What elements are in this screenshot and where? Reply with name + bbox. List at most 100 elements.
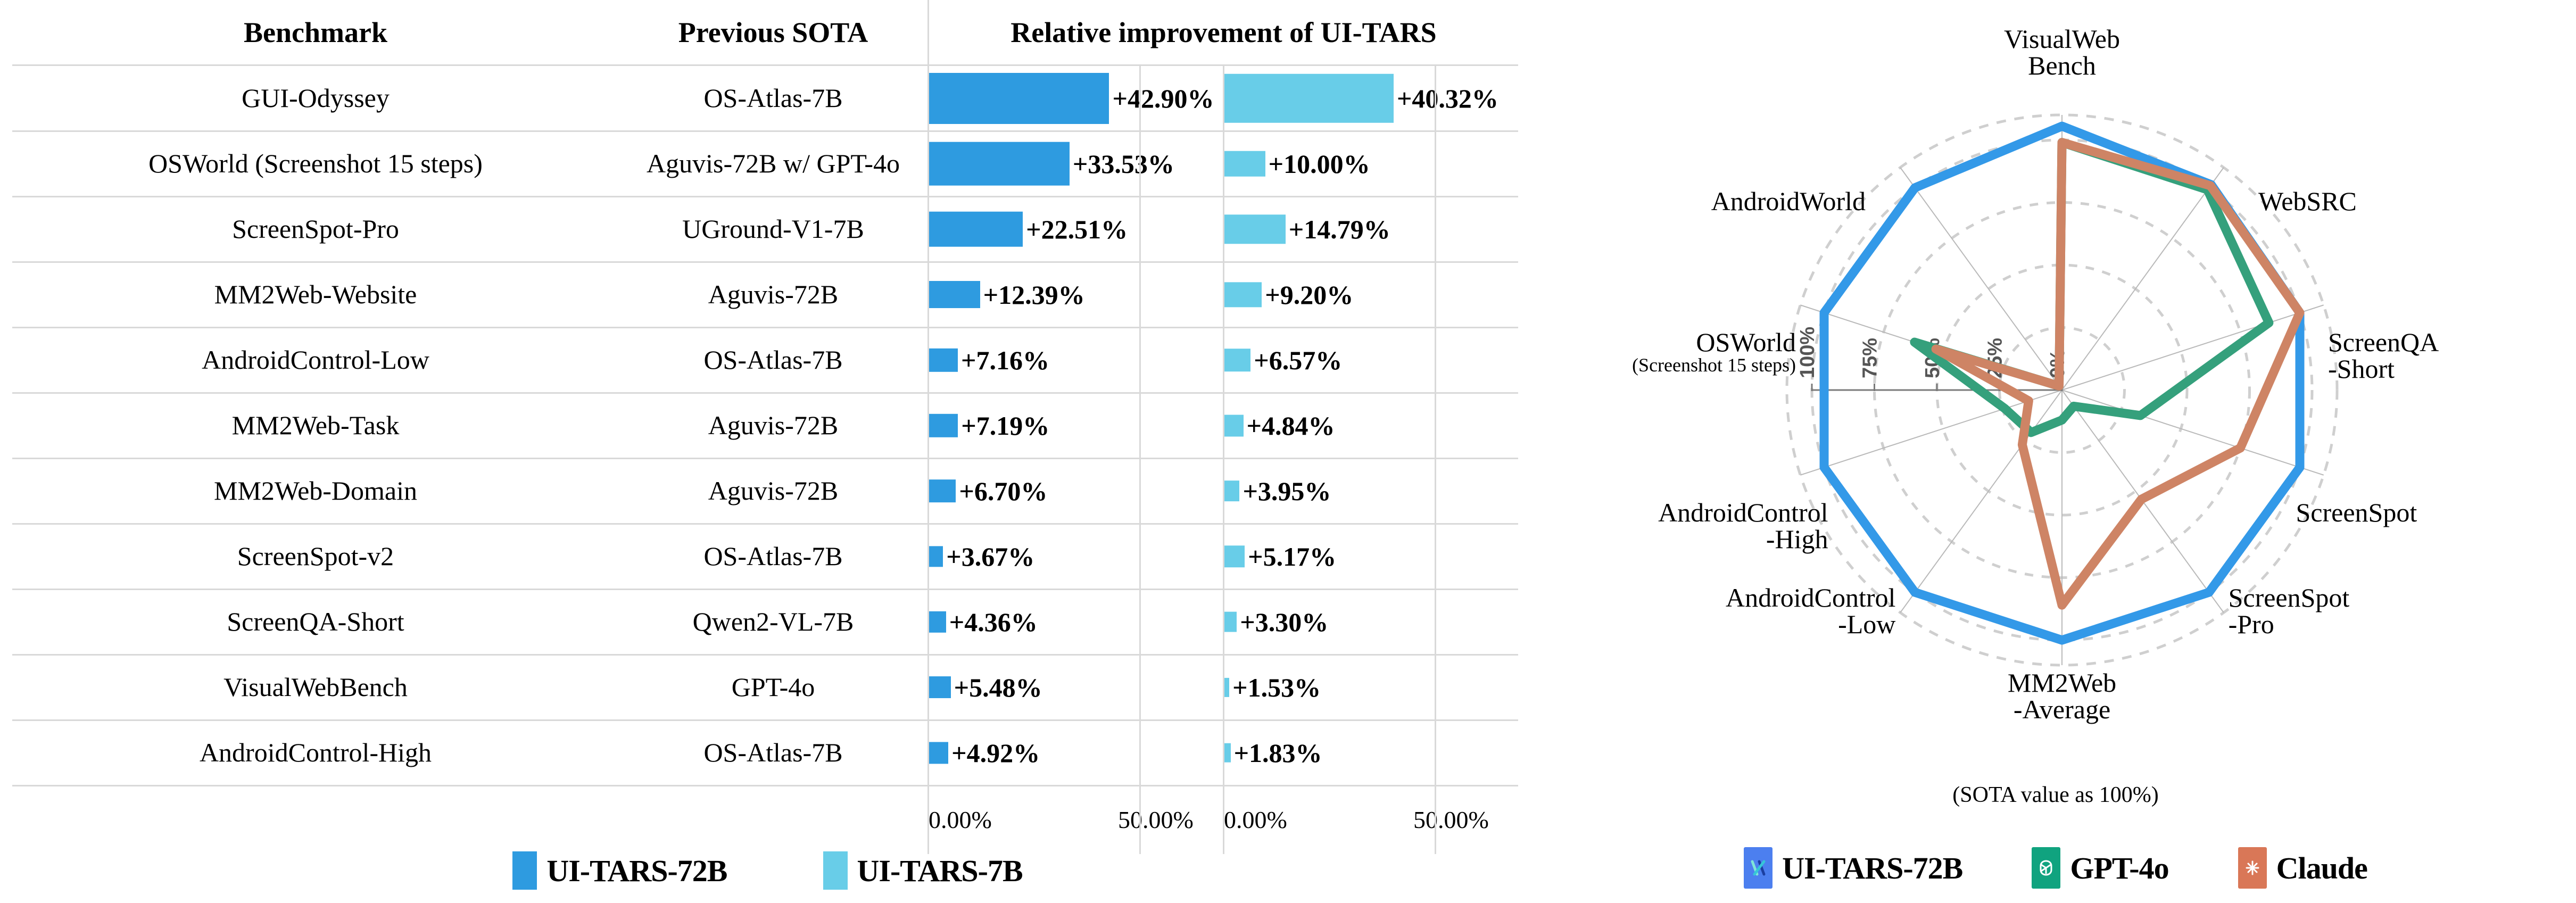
axis-tick-0-col1: 0.00% [929, 806, 992, 833]
bar-ui-tars-7b [1223, 151, 1265, 177]
bar-ui-tars-72b [927, 142, 1070, 186]
cell-previous-sota: Aguvis-72B [708, 476, 839, 506]
bar-ui-tars-7b [1223, 73, 1394, 123]
cell-previous-sota: OS-Atlas-7B [703, 345, 843, 375]
axis-tick-50-col1: 50.00% [1118, 806, 1194, 833]
cell-benchmark: ScreenSpot-v2 [237, 541, 394, 571]
bar-value-ui-tars-72b: +6.70% [959, 476, 1048, 506]
cell-benchmark: AndroidControl-Low [202, 345, 429, 375]
bar-ui-tars-72b [927, 741, 949, 764]
legend-item-ui-tars-72b: UI-TARS-72B [512, 851, 728, 890]
bar-value-ui-tars-7b: +4.84% [1246, 410, 1335, 441]
table-rule [12, 654, 1518, 656]
radar-spoke [2061, 390, 2324, 476]
bar-ui-tars-72b [927, 348, 958, 372]
cell-benchmark: VisualWebBench [223, 672, 408, 702]
cell-bar-ui-tars-7b: +1.53% [1223, 655, 1518, 720]
bar-value-ui-tars-72b: +7.19% [961, 410, 1050, 441]
bar-ui-tars-72b [927, 611, 946, 633]
bar-axis-row: 0.00% 50.00% 0.00% 50.00% [12, 785, 1518, 854]
radar-axis-label-visualwebbench: VisualWeb Bench [2004, 24, 2120, 80]
radar-axis-label-screenspot: ScreenSpot [2296, 498, 2417, 527]
table-header-row: Benchmark Previous SOTA Relative improveme… [12, 0, 1518, 65]
legend-swatch-7b [823, 851, 848, 890]
radar-spoke [2061, 304, 2324, 391]
bar-chart-legend: UI-TARS-72B UI-TARS-7B [0, 851, 1535, 890]
benchmark-table: Benchmark Previous SOTA Relative improveme… [12, 0, 1518, 854]
cell-benchmark: ScreenQA-Short [227, 607, 404, 637]
cell-benchmark: MM2Web-Task [231, 410, 400, 441]
radar-axis-label-screenqa-short: ScreenQA -Short [2328, 327, 2439, 384]
cell-bar-ui-tars-72b: +3.67% [927, 524, 1223, 589]
bar-value-ui-tars-7b: +5.17% [1248, 541, 1337, 571]
cell-previous-sota: Qwen2-VL-7B [692, 607, 854, 637]
plot-gridline [927, 0, 929, 854]
bar-ui-tars-72b [927, 211, 1023, 247]
cell-benchmark: OSWorld (Screenshot 15 steps) [148, 148, 483, 179]
bar-ui-tars-72b [927, 479, 956, 503]
cell-previous-sota: Aguvis-72B w/ GPT-4o [647, 148, 900, 179]
cell-bar-ui-tars-7b: +1.83% [1223, 720, 1518, 785]
bar-value-ui-tars-72b: +3.67% [946, 541, 1035, 571]
cell-previous-sota: UGround-V1-7B [682, 214, 864, 244]
radar-axis-label-websrc: WebSRC [2258, 186, 2357, 216]
bar-value-ui-tars-7b: +10.00% [1268, 148, 1370, 179]
bar-value-ui-tars-72b: +12.39% [983, 279, 1085, 310]
bar-ui-tars-72b [927, 545, 943, 567]
cell-bar-ui-tars-72b: +42.90% [927, 65, 1223, 131]
cell-bar-ui-tars-72b: +7.19% [927, 393, 1223, 458]
cell-bar-ui-tars-7b: +3.95% [1223, 458, 1518, 524]
cell-previous-sota: Aguvis-72B [708, 410, 839, 441]
ui-tars-logo-icon [1744, 847, 1773, 889]
cell-bar-ui-tars-7b: +40.32% [1223, 65, 1518, 131]
table-row: MM2Web-Task Aguvis-72B +7.19% +4.84% [12, 393, 1518, 458]
radar-axis-label-osworld-screenshot-15-steps-: OSWorld (Screenshot 15 steps) [1632, 327, 1796, 376]
bar-value-ui-tars-72b: +4.92% [951, 738, 1040, 768]
cell-previous-sota: Aguvis-72B [708, 279, 839, 310]
cell-previous-sota: OS-Atlas-7B [703, 738, 843, 768]
bar-value-ui-tars-7b: +9.20% [1265, 279, 1354, 310]
radar-spoke [1900, 167, 2063, 391]
table-rule [12, 523, 1518, 525]
cell-bar-ui-tars-72b: +7.16% [927, 327, 1223, 393]
radar-spoke [1800, 390, 2063, 476]
table-row: MM2Web-Website Aguvis-72B +12.39% +9.20% [12, 262, 1518, 327]
bar-value-ui-tars-72b: +7.16% [960, 345, 1049, 375]
table-row: ScreenSpot-v2 OS-Atlas-7B +3.67% +5.17% [12, 524, 1518, 589]
bar-value-ui-tars-72b: +5.48% [954, 672, 1042, 702]
bar-value-ui-tars-7b: +1.83% [1233, 738, 1322, 768]
bar-value-ui-tars-72b: +4.36% [949, 607, 1038, 637]
bar-ui-tars-7b [1223, 480, 1240, 502]
bar-ui-tars-7b [1223, 214, 1286, 244]
bar-ui-tars-72b [927, 72, 1109, 124]
header-cell-relative-improvement: Relative improvement of UI-TARS [927, 0, 1518, 65]
radar-axis-label-screenspot-pro: ScreenSpot -Pro [2228, 583, 2350, 640]
radar-axis-label-androidworld: AndroidWorld [1711, 186, 1866, 216]
table-rule [12, 785, 1518, 786]
legend-item-gpt-4o: GPT-4o [2032, 847, 2169, 889]
radar-spoke [2061, 167, 2224, 391]
bar-value-ui-tars-72b: +22.51% [1026, 214, 1128, 244]
cell-bar-ui-tars-7b: +4.84% [1223, 393, 1518, 458]
bar-ui-tars-7b [1223, 281, 1262, 308]
bar-ui-tars-7b [1223, 414, 1244, 437]
legend-item-claude: Claude [2238, 847, 2368, 889]
legend-label-7b: UI-TARS-7B [857, 853, 1023, 888]
cell-bar-ui-tars-7b: +10.00% [1223, 131, 1518, 196]
anthropic-logo-icon [2238, 847, 2267, 889]
axis-tick-0-col2: 0.00% [1224, 806, 1287, 833]
table-rule [12, 719, 1518, 721]
cell-bar-ui-tars-7b: +14.79% [1223, 196, 1518, 262]
cell-bar-ui-tars-7b: +9.20% [1223, 262, 1518, 327]
cell-previous-sota: OS-Atlas-7B [703, 541, 843, 571]
radar-axis-label-androidcontrol-low: AndroidControl -Low [1725, 583, 1896, 640]
table-rule [12, 130, 1518, 132]
table-row: OSWorld (Screenshot 15 steps) Aguvis-72B … [12, 131, 1518, 196]
legend-swatch-72b [512, 851, 537, 890]
cell-benchmark: MM2Web-Website [214, 279, 417, 310]
bar-value-ui-tars-7b: +3.30% [1240, 607, 1329, 637]
cell-bar-ui-tars-7b: +6.57% [1223, 327, 1518, 393]
improvement-table-panel: Benchmark Previous SOTA Relative improveme… [0, 0, 1535, 890]
radar-tick-label: 75% [1859, 338, 1882, 378]
